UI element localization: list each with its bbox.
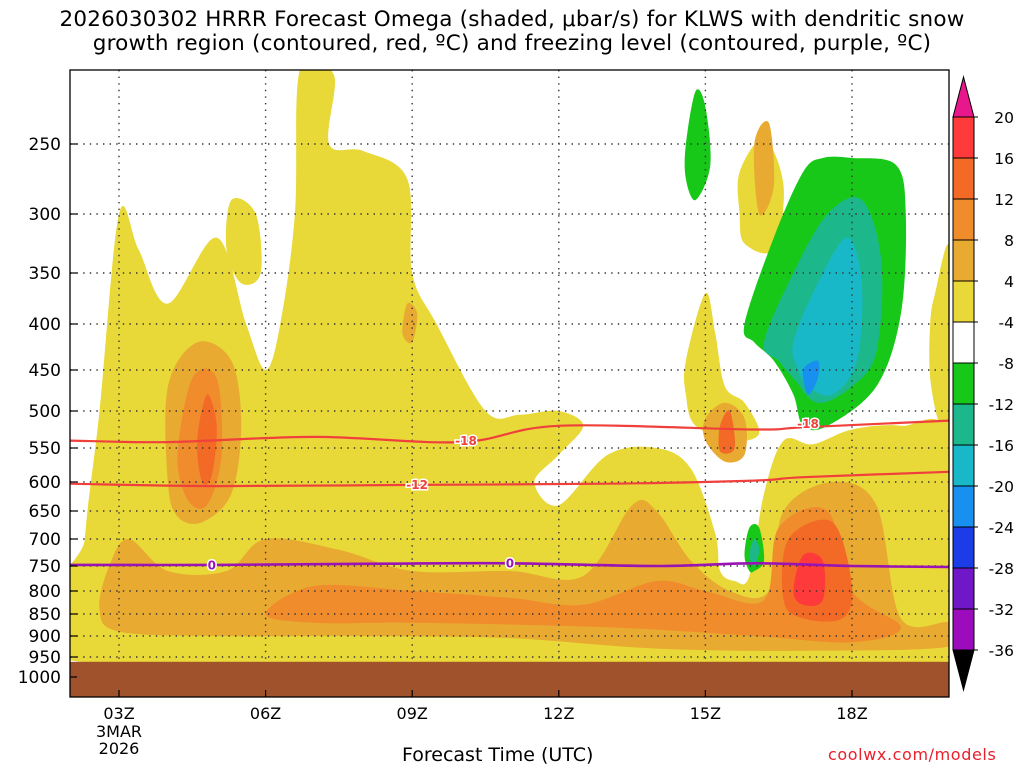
colorbar-label--16: -16 bbox=[989, 437, 1014, 455]
y-tick-label-750: 750 bbox=[29, 557, 61, 577]
colorbar-label-12: 12 bbox=[994, 191, 1014, 209]
credit-link[interactable]: coolwx.com/models bbox=[828, 745, 997, 764]
colorbar-label--8: -8 bbox=[999, 355, 1014, 373]
y-tick-label-350: 350 bbox=[29, 264, 61, 284]
omega-region-t12-20 bbox=[749, 538, 760, 567]
colorbar-swatch-6 bbox=[952, 362, 975, 405]
colorbar-swatch-2 bbox=[952, 198, 975, 241]
colorbar-label--28: -28 bbox=[989, 560, 1014, 578]
contour-label-0-1: -18 bbox=[797, 417, 819, 431]
y-tick-label-800: 800 bbox=[29, 582, 61, 602]
colorbar-swatch-9 bbox=[952, 485, 975, 528]
colorbar-swatch-1 bbox=[952, 157, 975, 200]
chart-title: 2026030302 HRRR Forecast Omega (shaded, … bbox=[0, 8, 1024, 56]
colorbar-swatch-11 bbox=[952, 567, 975, 610]
terrain bbox=[70, 661, 949, 697]
plot-border bbox=[69, 69, 950, 698]
x-tick-label-03Z: 03Z bbox=[103, 704, 134, 723]
omega-region-b20-22 bbox=[802, 360, 820, 395]
contours: -18 -18 -12 0 0 bbox=[70, 416, 949, 574]
y-tick-label-300: 300 bbox=[29, 205, 61, 225]
y-tick-label-250: 250 bbox=[29, 135, 61, 155]
terrain-fill bbox=[70, 661, 949, 697]
title-line-1: 2026030302 HRRR Forecast Omega (shaded, … bbox=[59, 7, 965, 32]
colorbar-label--24: -24 bbox=[989, 519, 1014, 537]
colorbar-label-20: 20 bbox=[994, 109, 1014, 127]
y-tick-label-900: 900 bbox=[29, 627, 61, 647]
contour-line-red-0 bbox=[70, 419, 949, 444]
y-tick-label-600: 600 bbox=[29, 473, 61, 493]
y-tick-label-850: 850 bbox=[29, 605, 61, 625]
omega-region-o12-11 bbox=[265, 507, 901, 643]
contour-label-2-1: 0 bbox=[506, 556, 514, 570]
x-tick-sublabel-1: 2026 bbox=[99, 739, 140, 758]
omega-shading bbox=[70, 70, 949, 684]
contour-line-purple-2 bbox=[70, 561, 949, 569]
x-tick-sublabel-0: 3MAR bbox=[96, 722, 142, 741]
colorbar-swatch-10 bbox=[952, 526, 975, 569]
y-tick-label-650: 650 bbox=[29, 502, 61, 522]
colorbar-label--4: -4 bbox=[999, 314, 1014, 332]
colorbar-swatch-12 bbox=[952, 608, 975, 651]
omega-region-y4-4 bbox=[683, 292, 760, 441]
plot-frame bbox=[69, 69, 950, 698]
y-tick-label-700: 700 bbox=[29, 530, 61, 550]
x-axis-label: Forecast Time (UTC) bbox=[402, 744, 594, 766]
omega-region-y4-1 bbox=[225, 197, 262, 285]
omega-region-o8-9 bbox=[753, 120, 775, 216]
contour-label-1-0: -12 bbox=[406, 478, 428, 492]
colorbar-bottom-arrow bbox=[952, 649, 975, 692]
colorbar: 20 16 12 8 4 -4 -8 -12 -16 -20 -24 -28 -32 -36 bbox=[952, 75, 1014, 692]
colorbar-swatch-0 bbox=[952, 116, 975, 159]
omega-region-y4-3 bbox=[929, 244, 949, 441]
contour-label-2-0: 0 bbox=[208, 558, 216, 572]
y-axis-ticks: 2503003504004505005506006507007508008509… bbox=[18, 135, 77, 688]
x-tick-label-12Z: 12Z bbox=[543, 704, 574, 723]
omega-region-o8-7 bbox=[402, 302, 418, 344]
colorbar-swatch-3 bbox=[952, 239, 975, 282]
y-tick-label-1000: 1000 bbox=[18, 668, 61, 688]
colorbar-swatch-4 bbox=[952, 280, 975, 323]
y-tick-label-550: 550 bbox=[29, 439, 61, 459]
colorbar-label-4: 4 bbox=[1004, 273, 1014, 291]
colorbar-label--20: -20 bbox=[989, 478, 1014, 496]
x-tick-label-18Z: 18Z bbox=[836, 704, 867, 723]
y-tick-label-500: 500 bbox=[29, 402, 61, 422]
colorbar-label-16: 16 bbox=[994, 150, 1014, 168]
omega-region-c16-21 bbox=[792, 237, 863, 396]
y-tick-label-400: 400 bbox=[29, 315, 61, 335]
title-line-2: growth region (contoured, red, ºC) and f… bbox=[92, 31, 932, 56]
colorbar-label--32: -32 bbox=[989, 601, 1014, 619]
colorbar-swatch-8 bbox=[952, 444, 975, 487]
y-tick-label-450: 450 bbox=[29, 361, 61, 381]
colorbar-swatch-5 bbox=[952, 321, 975, 364]
omega-region-o16-12 bbox=[197, 394, 217, 485]
y-tick-label-950: 950 bbox=[29, 648, 61, 668]
omega-region-g8-16 bbox=[684, 89, 711, 201]
contour-label-0-0: -18 bbox=[455, 434, 477, 448]
colorbar-label--36: -36 bbox=[989, 642, 1014, 660]
contour-line-red-1 bbox=[70, 470, 949, 488]
omega-region-y4-0 bbox=[70, 70, 949, 684]
colorbar-label-8: 8 bbox=[1004, 232, 1014, 250]
omega-region-o16-14 bbox=[718, 410, 736, 454]
x-tick-label-09Z: 09Z bbox=[397, 704, 428, 723]
colorbar-label--12: -12 bbox=[989, 396, 1014, 414]
x-tick-label-06Z: 06Z bbox=[250, 704, 281, 723]
x-tick-label-15Z: 15Z bbox=[690, 704, 721, 723]
colorbar-swatch-7 bbox=[952, 403, 975, 446]
colorbar-top-arrow bbox=[952, 75, 975, 118]
